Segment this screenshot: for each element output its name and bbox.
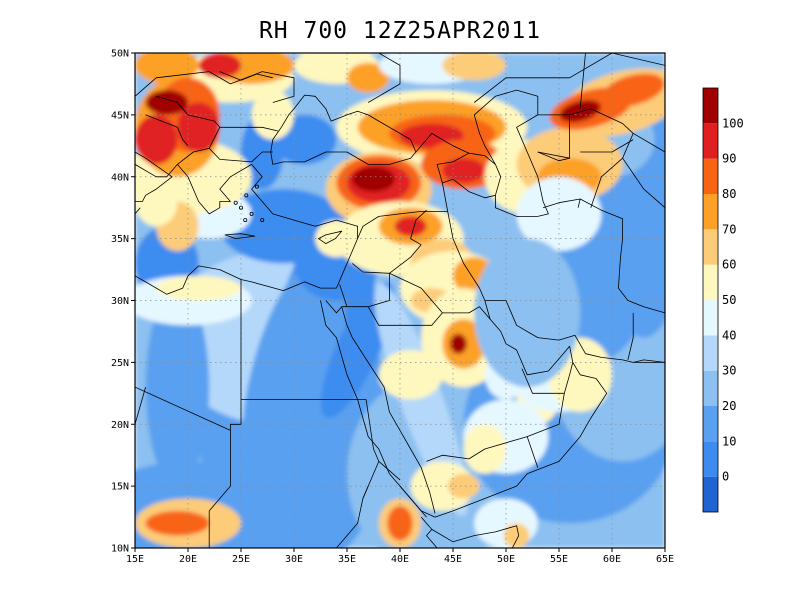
x-tick-label: 40E (391, 554, 409, 565)
x-tick-label: 30E (285, 554, 303, 565)
colorbar-label: 10 (722, 434, 736, 448)
colorbar: 0 10 20 30 40 50 60 70 80 90 100 (702, 87, 744, 513)
map-title: RH 700 12Z25APR2011 (258, 18, 542, 44)
colorbar-label: 100 (722, 116, 744, 130)
x-tick-label: 65E (656, 554, 674, 565)
latitude-axis: 10N 15N 20N 25N 30N 35N 40N 45N 50N (111, 49, 135, 555)
x-tick-label: 15E (126, 554, 144, 565)
colorbar-segment (703, 476, 718, 512)
x-tick-label: 45E (444, 554, 462, 565)
colorbar-segment (703, 88, 718, 124)
colorbar-label: 0 (722, 470, 729, 484)
colorbar-segment (703, 194, 718, 230)
coastlines-and-borders (135, 53, 665, 548)
y-tick-label: 35N (111, 234, 129, 245)
y-tick-label: 50N (111, 49, 129, 60)
colorbar-label: 20 (722, 399, 736, 413)
y-tick-label: 30N (111, 296, 129, 307)
colorbar-segment (703, 406, 718, 442)
colorbar-segment (703, 370, 718, 406)
x-tick-label: 25E (232, 554, 250, 565)
colorbar-label: 30 (722, 364, 736, 378)
colorbar-label: 70 (722, 222, 736, 236)
y-tick-label: 40N (111, 172, 129, 183)
x-tick-label: 50E (497, 554, 515, 565)
x-tick-label: 55E (550, 554, 568, 565)
colorbar-segment (703, 441, 718, 477)
y-tick-label: 25N (111, 358, 129, 369)
colorbar-segment (703, 300, 718, 336)
x-tick-label: 20E (179, 554, 197, 565)
colorbar-label: 80 (722, 187, 736, 201)
colorbar-label: 50 (722, 293, 736, 307)
colorbar-label: 60 (722, 258, 736, 272)
colorbar-segment (703, 123, 718, 159)
y-tick-label: 15N (111, 482, 129, 493)
y-tick-label: 45N (111, 110, 129, 121)
y-tick-label: 20N (111, 420, 129, 431)
colorbar-segment (703, 264, 718, 300)
x-tick-label: 35E (338, 554, 356, 565)
longitude-axis: 15E 20E 25E 30E 35E 40E 45E 50E 55E 60E 65E (126, 548, 674, 565)
x-tick-label: 60E (603, 554, 621, 565)
colorbar-segment (703, 158, 718, 194)
colorbar-label: 40 (722, 328, 736, 342)
colorbar-segment (703, 229, 718, 265)
colorbar-label: 90 (722, 152, 736, 166)
y-tick-label: 10N (111, 544, 129, 555)
colorbar-segment (703, 335, 718, 371)
